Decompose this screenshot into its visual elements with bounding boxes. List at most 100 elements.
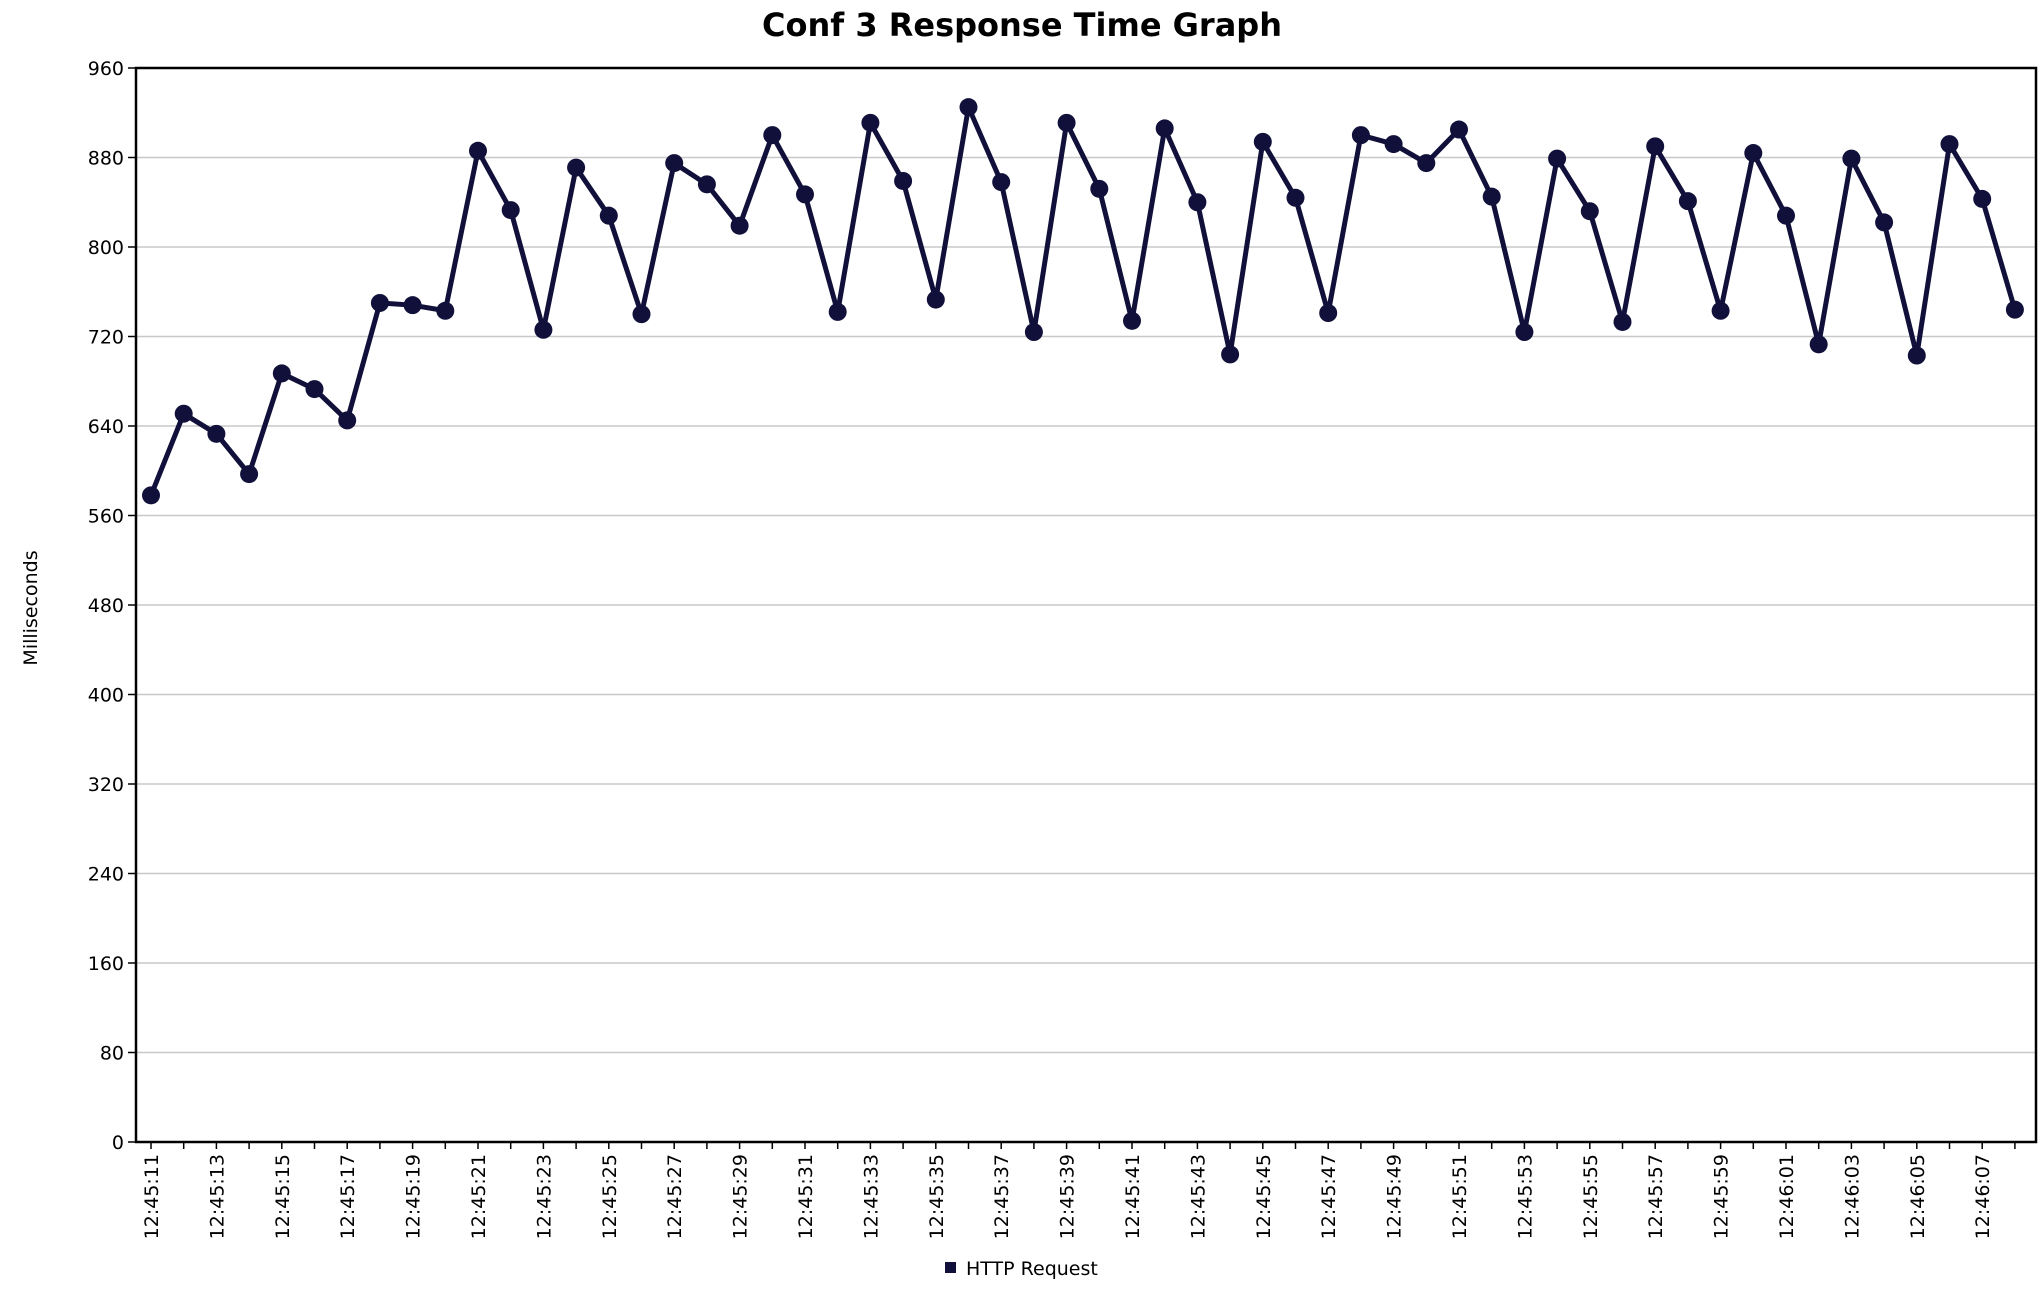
- x-tick-label: 12:45:59: [1711, 1154, 1733, 1239]
- data-point: [665, 154, 684, 173]
- data-point: [1253, 132, 1272, 151]
- data-point: [1351, 126, 1370, 145]
- data-point: [1286, 188, 1305, 207]
- data-point: [207, 424, 226, 443]
- x-tick-label: 12:45:33: [860, 1154, 882, 1239]
- y-tick-label: 240: [88, 864, 124, 886]
- x-tick-label: 12:45:29: [730, 1154, 752, 1239]
- x-tick-label: 12:45:43: [1187, 1154, 1209, 1239]
- x-tick-label: 12:45:49: [1384, 1154, 1406, 1239]
- data-point: [1711, 301, 1730, 320]
- data-point: [469, 141, 487, 160]
- data-point: [370, 293, 389, 312]
- data-point: [796, 185, 814, 204]
- series-line: [148, 98, 2018, 497]
- y-tick-label: 960: [88, 58, 124, 80]
- x-tick-label: 12:46:03: [1841, 1154, 1863, 1239]
- data-point: [1842, 149, 1861, 168]
- data-point: [240, 465, 259, 484]
- data-point: [567, 158, 586, 177]
- data-point: [730, 216, 749, 235]
- data-point: [1188, 193, 1207, 212]
- x-tick-label: 12:45:15: [272, 1154, 294, 1239]
- y-tick-label: 80: [100, 1043, 124, 1065]
- y-axis-label: Milliseconds: [20, 550, 42, 665]
- data-point: [1940, 135, 1959, 154]
- data-point: [1907, 346, 1926, 365]
- x-tick-label: 12:45:39: [1057, 1154, 1079, 1239]
- data-point: [1548, 149, 1567, 168]
- x-tick-label: 12:45:53: [1514, 1154, 1536, 1239]
- data-point: [632, 305, 651, 324]
- data-point: [861, 113, 880, 132]
- x-tick-label: 12:45:13: [206, 1154, 228, 1239]
- x-tick-label: 12:45:47: [1318, 1154, 1340, 1239]
- x-tick-label: 12:45:23: [533, 1154, 555, 1239]
- x-tick-label: 12:45:45: [1253, 1154, 1275, 1239]
- data-point: [1057, 113, 1076, 132]
- data-point: [272, 364, 291, 383]
- x-tick-label: 12:45:19: [403, 1154, 425, 1239]
- data-point: [1482, 187, 1501, 206]
- data-point: [992, 173, 1011, 192]
- y-tick-label: 160: [88, 953, 124, 975]
- data-point: [142, 486, 160, 505]
- data-point: [1777, 206, 1795, 225]
- legend: HTTP Request: [945, 1258, 1098, 1280]
- data-point: [1384, 135, 1403, 154]
- data-point: [1580, 202, 1599, 221]
- data-point: [894, 171, 913, 190]
- data-point: [501, 201, 520, 220]
- gridlines: [136, 67, 2036, 1054]
- x-tick-label: 12:45:51: [1449, 1154, 1471, 1239]
- y-tick-label: 0: [112, 1132, 124, 1154]
- x-tick-label: 12:45:27: [664, 1154, 686, 1239]
- x-tick-label: 12:46:01: [1776, 1154, 1798, 1239]
- x-tick-label: 12:46:05: [1907, 1154, 1929, 1239]
- y-axis-ticks: 0 80 160 240 320 400 480 560 640 720 800 880 960: [88, 58, 136, 1154]
- x-tick-label: 12:45:31: [795, 1154, 817, 1239]
- data-point: [1123, 311, 1141, 330]
- data-point: [1875, 213, 1894, 232]
- x-tick-label: 12:45:35: [926, 1154, 948, 1239]
- series-layer: [142, 98, 2024, 505]
- data-point: [1319, 304, 1338, 323]
- x-tick-label: 12:46:07: [1972, 1154, 1994, 1239]
- data-point: [828, 302, 847, 321]
- data-point: [1221, 345, 1240, 364]
- legend-label: HTTP Request: [966, 1258, 1098, 1280]
- data-point: [697, 175, 716, 194]
- data-point: [1417, 154, 1436, 173]
- y-tick-label: 640: [88, 416, 124, 438]
- x-tick-label: 12:45:17: [337, 1154, 359, 1239]
- y-tick-label: 800: [88, 237, 124, 259]
- y-tick-label: 320: [88, 774, 124, 796]
- data-point: [305, 380, 324, 399]
- data-point: [1024, 323, 1043, 342]
- data-point: [1613, 312, 1632, 331]
- data-point: [338, 411, 357, 430]
- x-tick-label: 12:45:21: [468, 1154, 490, 1239]
- y-tick-label: 480: [88, 595, 124, 617]
- data-point: [174, 404, 193, 423]
- data-point: [959, 98, 978, 117]
- data-point: [1515, 323, 1534, 342]
- x-tick-label: 12:45:55: [1580, 1154, 1602, 1239]
- x-axis-ticks: 12:45:11 12:45:13 12:45:15 12:45:17 12:45:19…: [141, 1142, 2016, 1239]
- data-point: [1450, 120, 1468, 139]
- data-point: [1678, 192, 1697, 211]
- data-point: [534, 320, 553, 339]
- y-tick-label: 560: [88, 506, 124, 528]
- data-point: [1646, 137, 1665, 156]
- data-point: [436, 301, 455, 320]
- data-point: [1744, 144, 1763, 163]
- x-tick-label: 12:45:41: [1122, 1154, 1144, 1239]
- y-tick-label: 720: [88, 327, 124, 349]
- data-point: [403, 296, 422, 315]
- data-point: [763, 126, 782, 145]
- data-point: [1973, 189, 1992, 208]
- data-point: [2005, 300, 2024, 319]
- x-tick-label: 12:45:11: [141, 1154, 163, 1239]
- data-point: [1809, 335, 1828, 354]
- chart-title: Conf 3 Response Time Graph: [762, 6, 1282, 44]
